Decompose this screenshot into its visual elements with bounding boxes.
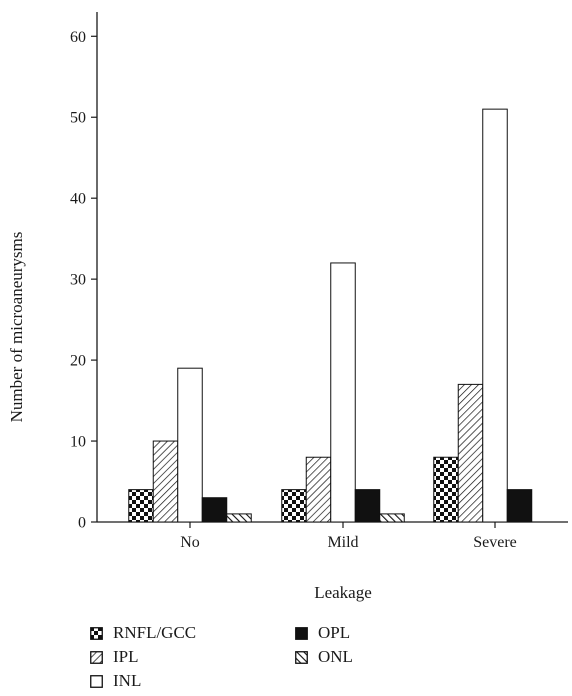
- y-tick-label: 10: [70, 434, 86, 451]
- bar-rnfl-gcc-no: [128, 489, 154, 523]
- x-tick-label: Mild: [327, 534, 358, 551]
- y-tick-label: 30: [70, 272, 86, 289]
- y-tick-label: 40: [70, 191, 86, 208]
- legend-swatch: [295, 626, 308, 640]
- legend-swatch: [90, 674, 103, 688]
- y-axis: 0 10 20 30 40 50 60: [70, 12, 98, 532]
- legend-item-ipl: IPL: [90, 646, 139, 668]
- legend-label: OPL: [318, 623, 351, 642]
- legend-label: ONL: [318, 647, 353, 666]
- y-tick-label: 50: [70, 110, 86, 127]
- bar-ipl-no: [152, 440, 179, 523]
- bar-rnfl-gcc-severe: [433, 456, 459, 523]
- legend-item-inl: INL: [90, 670, 141, 692]
- y-tick-label: 0: [78, 515, 86, 532]
- legend-label: INL: [113, 671, 142, 690]
- legend-swatch: [90, 626, 103, 640]
- bar-inl-severe: [482, 108, 508, 523]
- bar-ipl-mild: [305, 456, 332, 523]
- bar-onl-mild: [379, 513, 405, 523]
- legend-label: RNFL/GCC: [113, 623, 197, 642]
- legend-item-onl: ONL: [295, 646, 353, 668]
- bar-ipl-severe: [457, 383, 484, 523]
- legend: RNFL/GCC IPL INL OPL ONL: [90, 622, 490, 696]
- y-tick-label: 60: [70, 29, 86, 46]
- bar-rnfl-gcc-mild: [281, 489, 307, 523]
- bar-onl-no: [226, 513, 252, 523]
- x-axis: No Mild Severe: [97, 521, 568, 551]
- y-axis-label: Number of microaneurysms: [7, 232, 26, 423]
- legend-label: IPL: [113, 647, 139, 666]
- bar-opl-no: [201, 497, 228, 523]
- bar-opl-mild: [354, 489, 381, 523]
- legend-swatch: [90, 650, 103, 664]
- x-axis-label: Leakage: [314, 583, 372, 602]
- y-tick-label: 20: [70, 353, 86, 370]
- legend-item-rnfl-gcc: RNFL/GCC: [90, 622, 196, 644]
- bars: [128, 108, 533, 523]
- bar-opl-severe: [506, 489, 533, 523]
- x-tick-label: No: [180, 534, 200, 551]
- x-tick-label: Severe: [473, 534, 517, 551]
- legend-item-opl: OPL: [295, 622, 350, 644]
- legend-swatch: [295, 650, 308, 664]
- bar-chart: 0 10 20 30 40 50 60 No Mild Severe Number of mic…: [7, 12, 568, 602]
- bar-inl-mild: [330, 262, 356, 523]
- bar-inl-no: [177, 367, 203, 523]
